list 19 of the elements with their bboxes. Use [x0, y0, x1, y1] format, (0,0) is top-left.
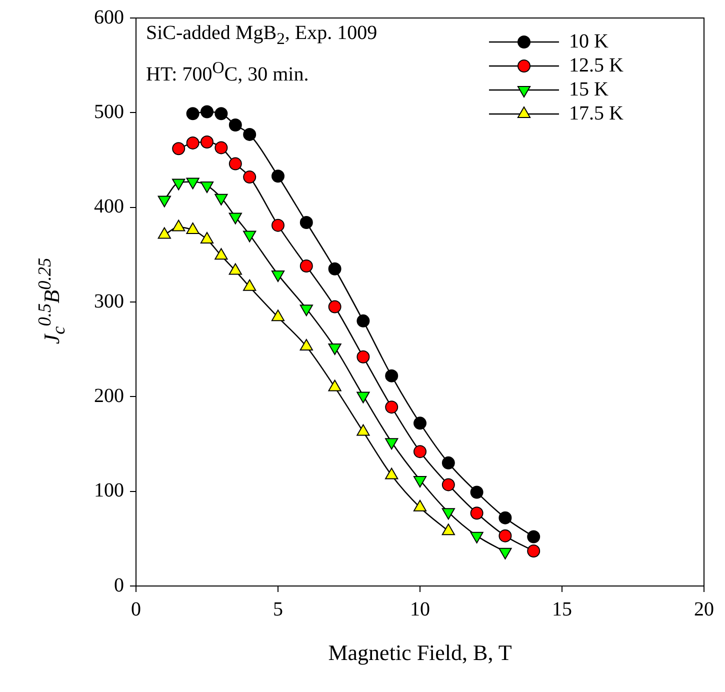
legend-label: 17.5 K — [569, 102, 624, 124]
y-tick-label: 500 — [94, 100, 124, 123]
x-tick-label: 0 — [131, 598, 141, 620]
annotation: HT: 700$^{O}$C, 30 min. — [146, 58, 309, 87]
x-tick-label: 20 — [694, 598, 714, 620]
legend-label: 10 K — [569, 30, 609, 52]
x-axis-title: Magnetic Field, B, T — [328, 640, 512, 666]
x-tick-label: 5 — [273, 598, 283, 620]
annotation: SiC-added MgB$_{2}$, Exp. 1009 — [146, 22, 378, 49]
y-tick-label: 100 — [94, 480, 124, 502]
x-tick-label: 15 — [552, 598, 572, 620]
x-tick-label: 10 — [410, 598, 430, 620]
y-tick-label: 0 — [114, 574, 124, 596]
y-tick-label: 600 — [94, 6, 124, 28]
y-tick-label: 400 — [94, 196, 124, 218]
y-tick-label: 200 — [94, 384, 124, 407]
y-tick-label: 300 — [94, 290, 124, 312]
legend-label: 12.5 K — [569, 54, 624, 76]
legend-label: 15 K — [569, 78, 609, 100]
